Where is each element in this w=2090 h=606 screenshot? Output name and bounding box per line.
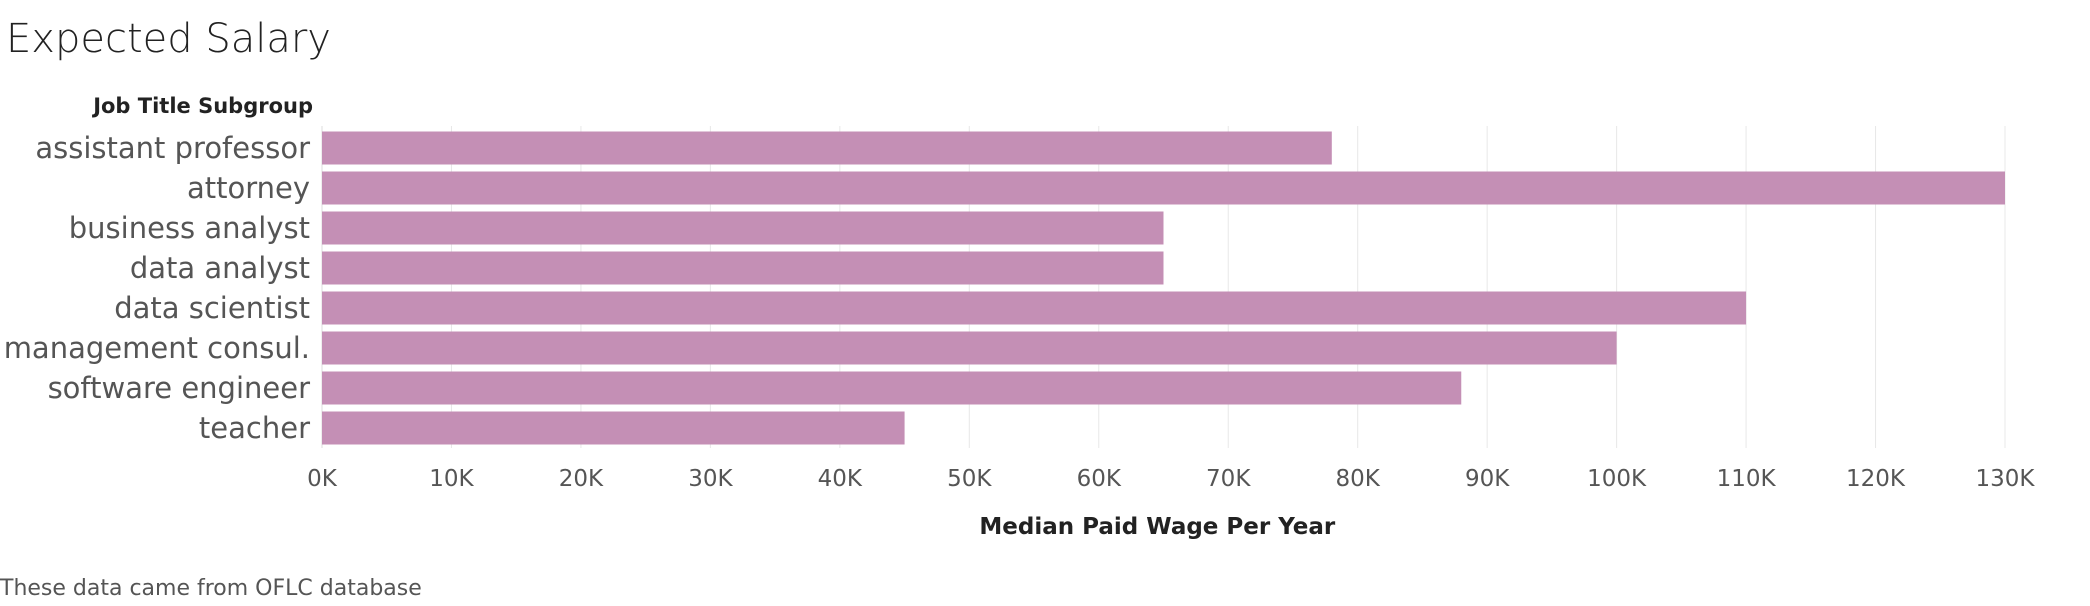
category-label: management consul. [4,331,310,365]
footnote: These data came from OFLC database [0,576,422,601]
category-label: business analyst [69,211,310,245]
x-tick-label: 0K [307,466,338,492]
category-label: software engineer [48,371,311,405]
bar[interactable] [322,211,1164,245]
bar[interactable] [322,411,905,445]
category-label: data scientist [114,291,310,325]
x-tick-label: 110K [1717,466,1777,492]
bar[interactable] [322,291,1747,325]
bar-layer [322,131,2005,445]
x-tick-label: 100K [1587,466,1647,492]
category-label-layer: assistant professor attorney business anal… [4,131,310,445]
bar[interactable] [322,131,1332,165]
x-tick-label: 70K [1206,466,1251,492]
category-label: data analyst [130,251,310,285]
x-tick-label: 10K [429,466,474,492]
x-tick-label: 120K [1846,466,1906,492]
category-label: assistant professor [35,131,310,165]
x-tick-label: 80K [1336,466,1381,492]
tick-label-layer: 0K 10K 20K 30K 40K 50K 60K 70K 80K 90K 100K 110K 120… [307,466,2035,492]
bar[interactable] [322,371,1462,405]
x-tick-label: 50K [947,466,992,492]
x-tick-label: 60K [1077,466,1122,492]
x-tick-label: 90K [1465,466,1510,492]
bar[interactable] [322,331,1617,365]
x-tick-label: 30K [688,466,733,492]
category-label: attorney [187,171,310,205]
x-tick-label: 130K [1976,466,2036,492]
category-label: teacher [199,411,310,445]
x-axis-title: Median Paid Wage Per Year [979,514,1335,540]
bar[interactable] [322,251,1164,285]
bar[interactable] [322,171,2005,205]
x-tick-label: 20K [559,466,604,492]
x-tick-label: 40K [818,466,863,492]
row-header: Job Title Subgroup [93,94,313,118]
chart-title: Expected Salary [6,16,331,62]
